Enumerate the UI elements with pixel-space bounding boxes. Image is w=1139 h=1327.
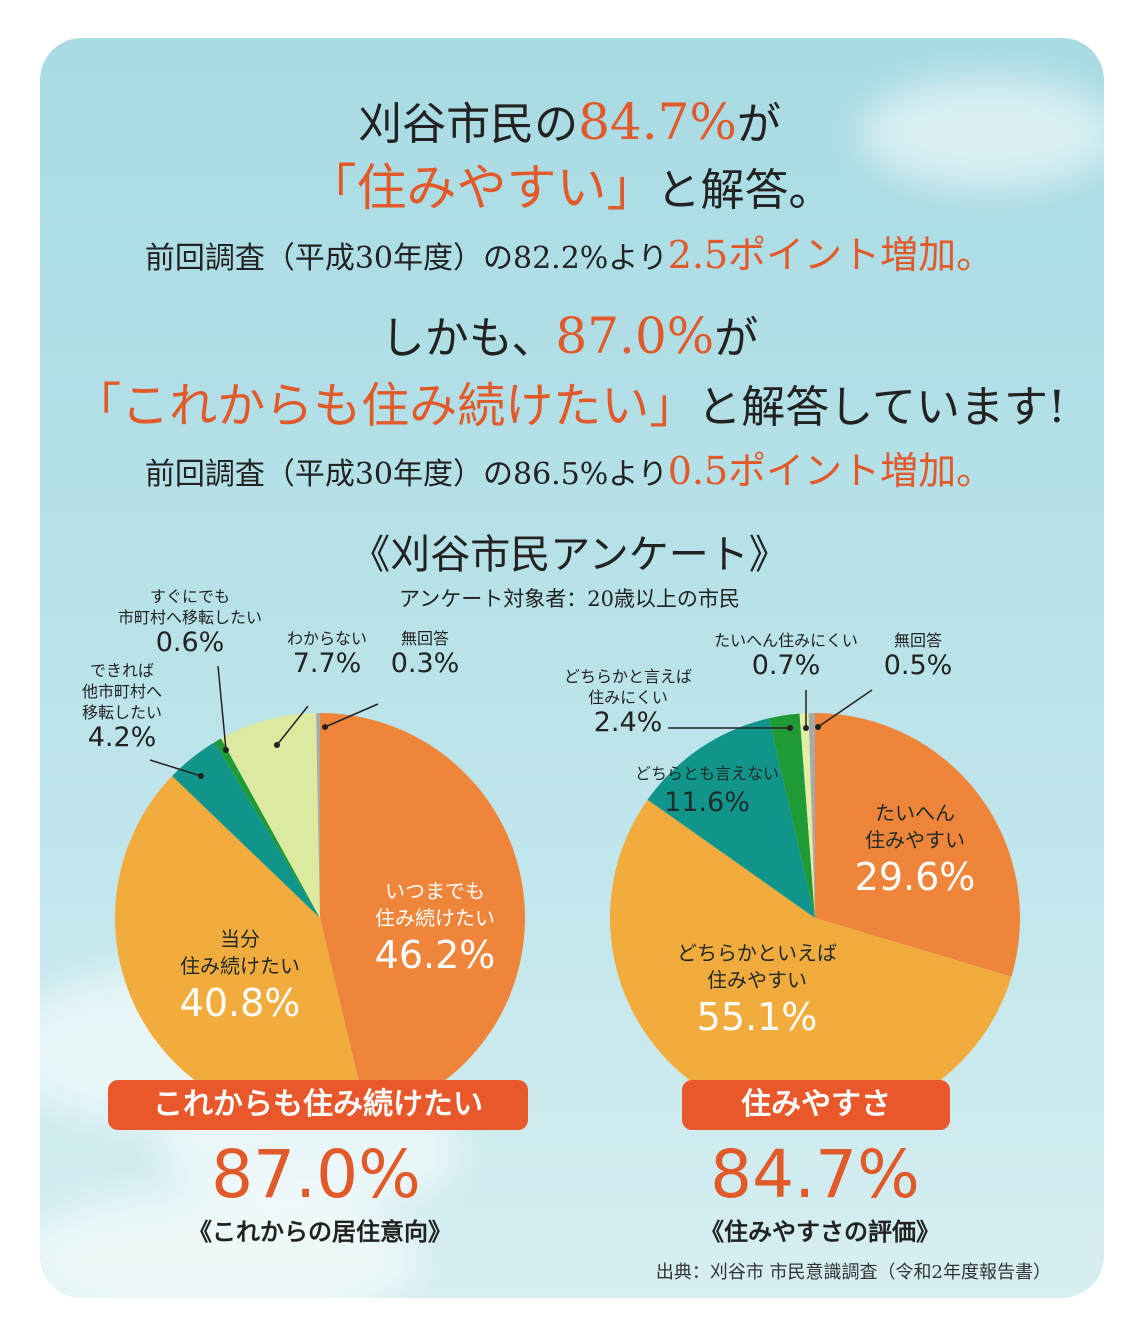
- headline-quote: 「住みやすい」: [306, 159, 657, 217]
- cloud-decoration: [40, 1188, 420, 1298]
- pie-slice-1-1: [609, 799, 1012, 1124]
- caption-residence-intention: 《これからの居住意向》: [188, 1218, 452, 1246]
- leader-dot: [274, 742, 280, 748]
- survey-title: 《刈谷市民アンケート》: [350, 532, 789, 578]
- label-very-easy-to-live: たいへん 住みやすい 29.6%: [854, 801, 976, 899]
- headline-line-1: 刈谷市民の84.7%が: [0, 88, 1139, 152]
- total-percent-keep-living: 87.0%: [211, 1136, 421, 1213]
- cloud-decoration: [860, 78, 1104, 188]
- pie-slice-1-5: [808, 712, 815, 918]
- label-move-if-possible: できれば 他市町村へ 移転したい 4.2%: [81, 661, 163, 753]
- headline-percent: 87.0%: [555, 307, 715, 365]
- leader-line: [324, 703, 379, 728]
- leader-dot: [223, 747, 229, 753]
- leader-line: [276, 705, 309, 746]
- caption-livability: 《住みやすさの評価》: [700, 1218, 940, 1246]
- headline-percent: 84.7%: [578, 93, 737, 151]
- pie-slice-1-4: [799, 713, 815, 918]
- headline-quote: 「これからも住み続けたい」: [73, 378, 698, 434]
- pie-slice-0-5: [316, 713, 320, 918]
- leader-dot: [322, 724, 328, 730]
- label-no-answer: 無回答 0.3%: [390, 629, 460, 679]
- banner-livability: 住みやすさ: [682, 1080, 950, 1130]
- headline-line-6: 前回調査（平成30年度）の86.5%より0.5ポイント増加。: [0, 440, 1139, 495]
- label-stay-forever: いつまでも 住み続けたい 46.2%: [374, 879, 496, 977]
- pie-chart-livability: [609, 712, 1021, 1124]
- label-somewhat-hard-to-live: どちらかと言えば 住みにくい 2.4%: [563, 667, 693, 738]
- label-move-immediately: すぐにでも 市町村へ移転したい 0.6%: [117, 587, 263, 658]
- label-no-answer-2: 無回答 0.5%: [883, 631, 953, 681]
- leader-dot: [803, 725, 809, 731]
- pie-slice-1-0: [815, 713, 1021, 977]
- leader-dot: [198, 773, 204, 779]
- banner-keep-living: これからも住み続けたい: [108, 1080, 528, 1130]
- survey-target: アンケート対象者：20歳以上の市民: [399, 587, 740, 611]
- leader-line: [217, 665, 227, 751]
- headline-points: 0.5ポイント増加。: [667, 449, 995, 493]
- pie-slice-0-4: [221, 713, 320, 918]
- headline-text: が: [714, 313, 759, 364]
- leader-line: [149, 759, 202, 777]
- pie-slice-1-3: [768, 713, 815, 918]
- label-neutral: どちらとも言えない 11.6%: [634, 764, 780, 818]
- headline-text: が: [736, 99, 781, 150]
- leader-dot: [787, 725, 793, 731]
- pie-chart-residence-intention: [115, 713, 525, 1123]
- pie-slice-0-2: [172, 742, 320, 918]
- headline-text: 前回調査（平成30年度）の82.2%より: [144, 241, 668, 276]
- label-dont-know: わからない 7.7%: [286, 629, 368, 679]
- pie-slice-0-1: [115, 776, 368, 1123]
- leader-dot: [815, 724, 821, 730]
- headline-line-3: 前回調査（平成30年度）の82.2%より2.5ポイント増加。: [0, 224, 1139, 279]
- headline-line-5: 「これからも住み続けたい」と解答しています!: [0, 366, 1139, 436]
- headline-text: しかも、: [380, 313, 556, 364]
- pie-slice-0-0: [320, 713, 525, 1118]
- leader-line: [817, 689, 873, 728]
- headline-text: と解答。: [656, 165, 833, 216]
- label-stay-for-now: 当分 住み続けたい 40.8%: [179, 927, 301, 1025]
- label-somewhat-easy-to-live: どちらかといえば 住みやすい 55.1%: [677, 941, 837, 1039]
- source-note: 出典：刈谷市 市民意識調査（令和2年度報告書）: [655, 1262, 1051, 1283]
- headline-text: 前回調査（平成30年度）の86.5%より: [144, 457, 668, 492]
- headline-line-4: しかも、87.0%が: [0, 302, 1139, 366]
- headline-line-2: 「住みやすい」と解答。: [0, 148, 1139, 220]
- total-percent-livability: 84.7%: [710, 1136, 920, 1213]
- label-very-hard-to-live: たいへん住みにくい 0.7%: [714, 631, 858, 681]
- pie-slice-0-3: [214, 738, 320, 918]
- pie-slice-1-2: [647, 718, 815, 918]
- leader-lines: [149, 665, 873, 779]
- headline-points: 2.5ポイント増加。: [667, 233, 995, 277]
- headline-text: と解答しています!: [697, 382, 1066, 433]
- headline-text: 刈谷市民の: [358, 99, 579, 150]
